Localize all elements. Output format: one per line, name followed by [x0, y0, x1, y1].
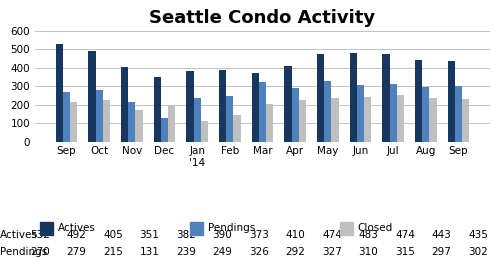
Text: 297: 297 — [432, 247, 452, 256]
Bar — [364, 97, 372, 142]
Bar — [455, 86, 462, 142]
Bar — [462, 99, 469, 142]
Text: 483: 483 — [358, 230, 378, 240]
Text: 239: 239 — [176, 247, 196, 256]
Text: 443: 443 — [432, 230, 452, 240]
Text: 405: 405 — [103, 230, 123, 240]
Bar — [128, 102, 136, 142]
Text: 326: 326 — [249, 247, 269, 256]
Bar — [168, 106, 175, 142]
Bar — [430, 98, 436, 142]
Bar — [56, 44, 63, 142]
Bar — [136, 110, 142, 142]
Text: 435: 435 — [468, 230, 488, 240]
Bar — [415, 60, 422, 142]
Text: 310: 310 — [358, 247, 378, 256]
Text: Actives: Actives — [0, 230, 38, 240]
Bar — [448, 61, 455, 142]
Bar — [63, 92, 70, 142]
Text: 532: 532 — [30, 230, 50, 240]
Bar — [186, 71, 194, 142]
Text: 279: 279 — [66, 247, 86, 256]
Bar — [299, 100, 306, 142]
Bar — [324, 82, 332, 142]
Bar — [154, 77, 161, 142]
Text: 373: 373 — [249, 230, 269, 240]
Text: 215: 215 — [103, 247, 123, 256]
Text: Pendings: Pendings — [208, 223, 255, 233]
Bar — [219, 70, 226, 142]
Text: 382: 382 — [176, 230, 196, 240]
Text: Closed: Closed — [358, 223, 393, 233]
Text: 327: 327 — [322, 247, 342, 256]
Text: 292: 292 — [286, 247, 306, 256]
Bar — [121, 67, 128, 142]
Text: 474: 474 — [322, 230, 342, 240]
Bar — [194, 98, 200, 142]
Text: 410: 410 — [286, 230, 306, 240]
Text: 302: 302 — [468, 247, 488, 256]
Text: 315: 315 — [395, 247, 415, 256]
Text: 351: 351 — [140, 230, 160, 240]
Bar — [259, 82, 266, 142]
Bar — [284, 66, 292, 142]
Bar — [200, 121, 208, 142]
Bar — [382, 54, 390, 142]
Bar — [226, 96, 234, 142]
Text: Actives: Actives — [58, 223, 96, 233]
Bar — [292, 88, 299, 142]
Bar — [390, 84, 397, 142]
Text: 390: 390 — [212, 230, 233, 240]
Bar — [332, 98, 338, 142]
Bar — [266, 104, 274, 142]
Text: 131: 131 — [140, 247, 160, 256]
Bar — [161, 118, 168, 142]
Bar — [102, 100, 110, 142]
Title: Seattle Condo Activity: Seattle Condo Activity — [150, 9, 376, 27]
Bar — [96, 90, 102, 142]
Bar — [252, 73, 259, 142]
Bar — [397, 95, 404, 142]
Bar — [357, 85, 364, 142]
Bar — [317, 54, 324, 142]
Bar — [70, 102, 77, 142]
Bar — [88, 51, 96, 142]
Text: 249: 249 — [212, 247, 233, 256]
Bar — [234, 115, 240, 142]
Bar — [350, 53, 357, 142]
Text: Pendings: Pendings — [0, 247, 47, 256]
Bar — [422, 87, 430, 142]
Text: 474: 474 — [395, 230, 415, 240]
Text: 492: 492 — [66, 230, 86, 240]
Text: 270: 270 — [30, 247, 50, 256]
